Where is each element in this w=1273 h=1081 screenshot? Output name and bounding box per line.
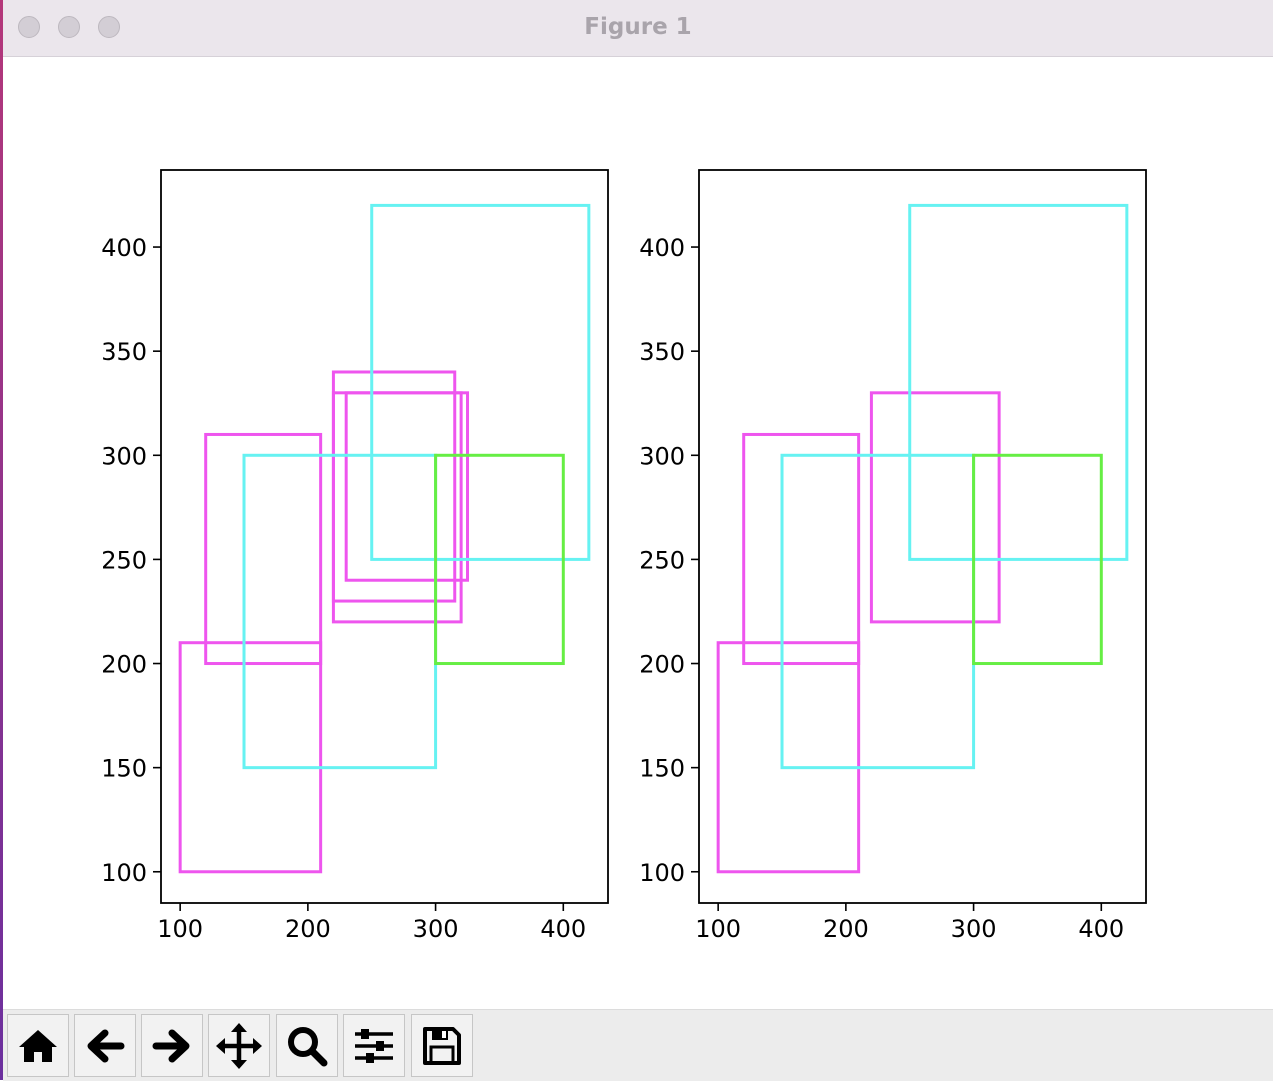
zoom-window-button[interactable] (98, 16, 120, 38)
rectangle-cyan-6 (242, 453, 438, 770)
x-tick-label: 200 (823, 915, 869, 943)
y-tick-label: 100 (639, 859, 685, 887)
axes-frame (160, 169, 609, 904)
y-tick-label: 250 (639, 546, 685, 574)
rectangle-magenta-1 (716, 641, 861, 874)
arrow-right-icon (152, 1029, 190, 1062)
configure-subplots-button[interactable] (343, 1014, 405, 1077)
home-icon (19, 1029, 57, 1062)
window-title: Figure 1 (584, 14, 692, 40)
x-tick-label: 200 (285, 915, 331, 943)
rectangle-magenta-3 (869, 391, 1001, 624)
y-tick-label: 300 (639, 442, 685, 470)
home-button[interactable] (7, 1014, 69, 1077)
zoom-button[interactable] (276, 1014, 338, 1077)
rectangle-cyan-7 (370, 203, 591, 561)
rectangle-cyan-4 (780, 453, 976, 770)
rectangle-magenta-4 (331, 391, 463, 624)
rectangle-magenta-2 (204, 432, 323, 666)
axes-1[interactable]: 100 200 300 400 100 150 200 250 300 350 400 (101, 169, 609, 943)
figure-svg: 100 200 300 400 100 150 200 250 300 350 400 100 200 3… (101, 169, 1147, 943)
magnifier-icon (288, 1026, 328, 1066)
rectangle-green-8 (434, 453, 565, 666)
minimize-window-button[interactable] (58, 16, 80, 38)
x-tick-label: 300 (951, 915, 997, 943)
save-button[interactable] (411, 1014, 473, 1077)
floppy-disk-icon (423, 1026, 461, 1065)
y-tick-label: 350 (639, 338, 685, 366)
y-tick-label: 400 (101, 234, 147, 262)
rectangle-cyan-5 (908, 203, 1129, 561)
y-tick-label: 100 (101, 859, 147, 887)
y-tick-label: 300 (101, 442, 147, 470)
x-tick-label: 400 (540, 915, 586, 943)
axes-2[interactable]: 100 200 300 400 100 150 200 250 300 350 400 (639, 169, 1147, 943)
rectangle-magenta-5 (344, 391, 470, 582)
y-tick-label: 200 (639, 651, 685, 679)
close-window-button[interactable] (18, 16, 40, 38)
x-tick-label: 100 (695, 915, 741, 943)
y-tick-label: 150 (101, 755, 147, 783)
window-edge (0, 0, 3, 1080)
y-tick-label: 400 (639, 234, 685, 262)
y-tick-label: 200 (101, 651, 147, 679)
x-tick-label: 100 (157, 915, 203, 943)
forward-button[interactable] (141, 1014, 203, 1077)
figure-canvas: 100 200 300 400 100 150 200 250 300 350 400 100 200 3… (3, 57, 1273, 1009)
x-tick-label: 400 (1078, 915, 1124, 943)
back-button[interactable] (74, 1014, 136, 1077)
rectangle-magenta-2 (742, 432, 861, 666)
navigation-toolbar (3, 1009, 1273, 1081)
move-icon (216, 1022, 262, 1069)
x-tick-label: 300 (413, 915, 459, 943)
sliders-icon (355, 1028, 393, 1063)
y-tick-label: 350 (101, 338, 147, 366)
axes-frame (698, 169, 1147, 904)
rectangle-magenta-1 (178, 641, 323, 874)
arrow-left-icon (87, 1029, 125, 1062)
rectangle-green-6 (972, 453, 1103, 666)
title-bar: Figure 1 (3, 0, 1273, 57)
y-tick-label: 250 (101, 546, 147, 574)
y-tick-label: 150 (639, 755, 685, 783)
pan-button[interactable] (208, 1014, 270, 1077)
